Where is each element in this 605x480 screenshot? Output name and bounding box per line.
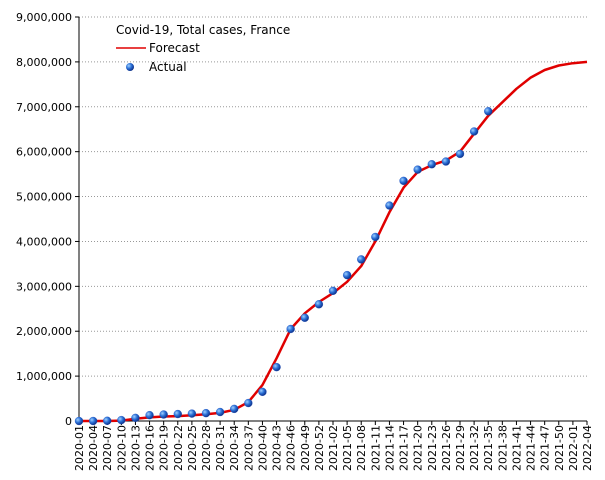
x-tick-label: 2020-52 [313,425,326,471]
x-tick-label: 2020-46 [285,425,298,471]
actual-point [371,232,380,242]
x-tick-label: 2021-47 [539,425,552,471]
actual-point [385,201,394,210]
x-tick-label: 2020-13 [129,425,142,471]
x-tick-label: 2021-41 [510,425,523,471]
x-tick-label: 2021-35 [482,425,495,471]
actual-point [300,313,309,322]
actual-point [427,160,436,169]
actual-point [314,300,324,309]
x-tick-label: 2021-05 [341,425,354,471]
x-tick-label: 2020-34 [228,425,241,471]
actual-point [258,387,267,396]
actual-point [441,157,451,166]
y-tick-label: 9,000,000 [16,11,72,24]
y-tick-label: 8,000,000 [16,56,72,69]
actual-point [357,255,366,264]
actual-point [455,149,465,159]
x-tick-label: 2021-11 [369,425,382,471]
actual-point [244,398,253,408]
x-tick-label: 2021-29 [454,425,467,471]
x-tick-label: 2021-50 [553,425,566,471]
actual-point [145,411,154,420]
actual-point [117,415,126,425]
x-tick-label: 2022-04 [581,425,594,471]
actual-point [469,127,479,136]
x-tick-label: 2020-22 [172,425,185,471]
x-tick-label: 2020-37 [242,425,255,471]
x-tick-label: 2021-38 [496,425,509,471]
y-tick-label: 6,000,000 [16,146,72,159]
x-tick-label: 2020-01 [73,425,86,471]
y-tick-label: 7,000,000 [16,101,72,114]
x-tick-label: 2021-26 [440,425,453,471]
actual-point [286,324,295,334]
actual-point [215,407,225,417]
actual-point [484,107,493,116]
y-tick-label: 2,000,000 [16,325,72,338]
x-tick-label: 2020-25 [186,425,199,471]
actual-point [201,408,211,418]
x-tick-label: 2021-08 [355,425,368,471]
y-tick-label: 0 [65,415,72,428]
x-tick-label: 2020-16 [144,425,157,471]
actual-point [173,409,182,419]
y-tick-label: 1,000,000 [16,370,72,383]
x-tick-label: 2021-44 [525,425,538,471]
actual-point [328,286,338,295]
x-tick-label: 2020-31 [214,425,227,471]
actual-point [230,404,239,414]
x-tick-label: 2021-14 [383,425,396,471]
x-tick-label: 2020-43 [271,425,284,471]
actual-point [74,416,84,426]
actual-point [88,416,98,426]
x-tick-label: 2021-23 [426,425,439,471]
legend-label: Actual [149,60,187,74]
legend-label: Forecast [149,41,200,55]
x-tick-label: 2022-01 [567,425,580,471]
actual-point [159,410,168,419]
x-tick-label: 2021-20 [412,425,425,471]
x-tick-label: 2020-04 [87,425,100,471]
actual-point [413,165,422,174]
chart-title: Covid-19, Total cases, France [116,23,290,37]
x-tick-label: 2020-28 [200,425,213,471]
actual-point [187,409,197,418]
x-tick-label: 2020-49 [299,425,312,471]
y-tick-label: 4,000,000 [16,235,72,248]
y-tick-label: 5,000,000 [16,191,72,204]
actual-point [399,176,408,185]
actual-point [103,416,112,425]
legend-swatch [126,63,134,71]
actual-point [131,413,140,423]
actual-point [272,362,281,372]
x-tick-label: 2021-02 [327,425,340,471]
x-tick-label: 2021-17 [398,425,411,471]
x-tick-label: 2020-10 [115,425,128,471]
x-tick-label: 2020-07 [101,425,114,471]
actual-point [342,270,352,280]
y-tick-label: 3,000,000 [16,280,72,293]
x-tick-label: 2021-32 [468,425,481,471]
x-tick-label: 2020-19 [158,425,171,471]
x-tick-label: 2020-40 [256,425,269,471]
